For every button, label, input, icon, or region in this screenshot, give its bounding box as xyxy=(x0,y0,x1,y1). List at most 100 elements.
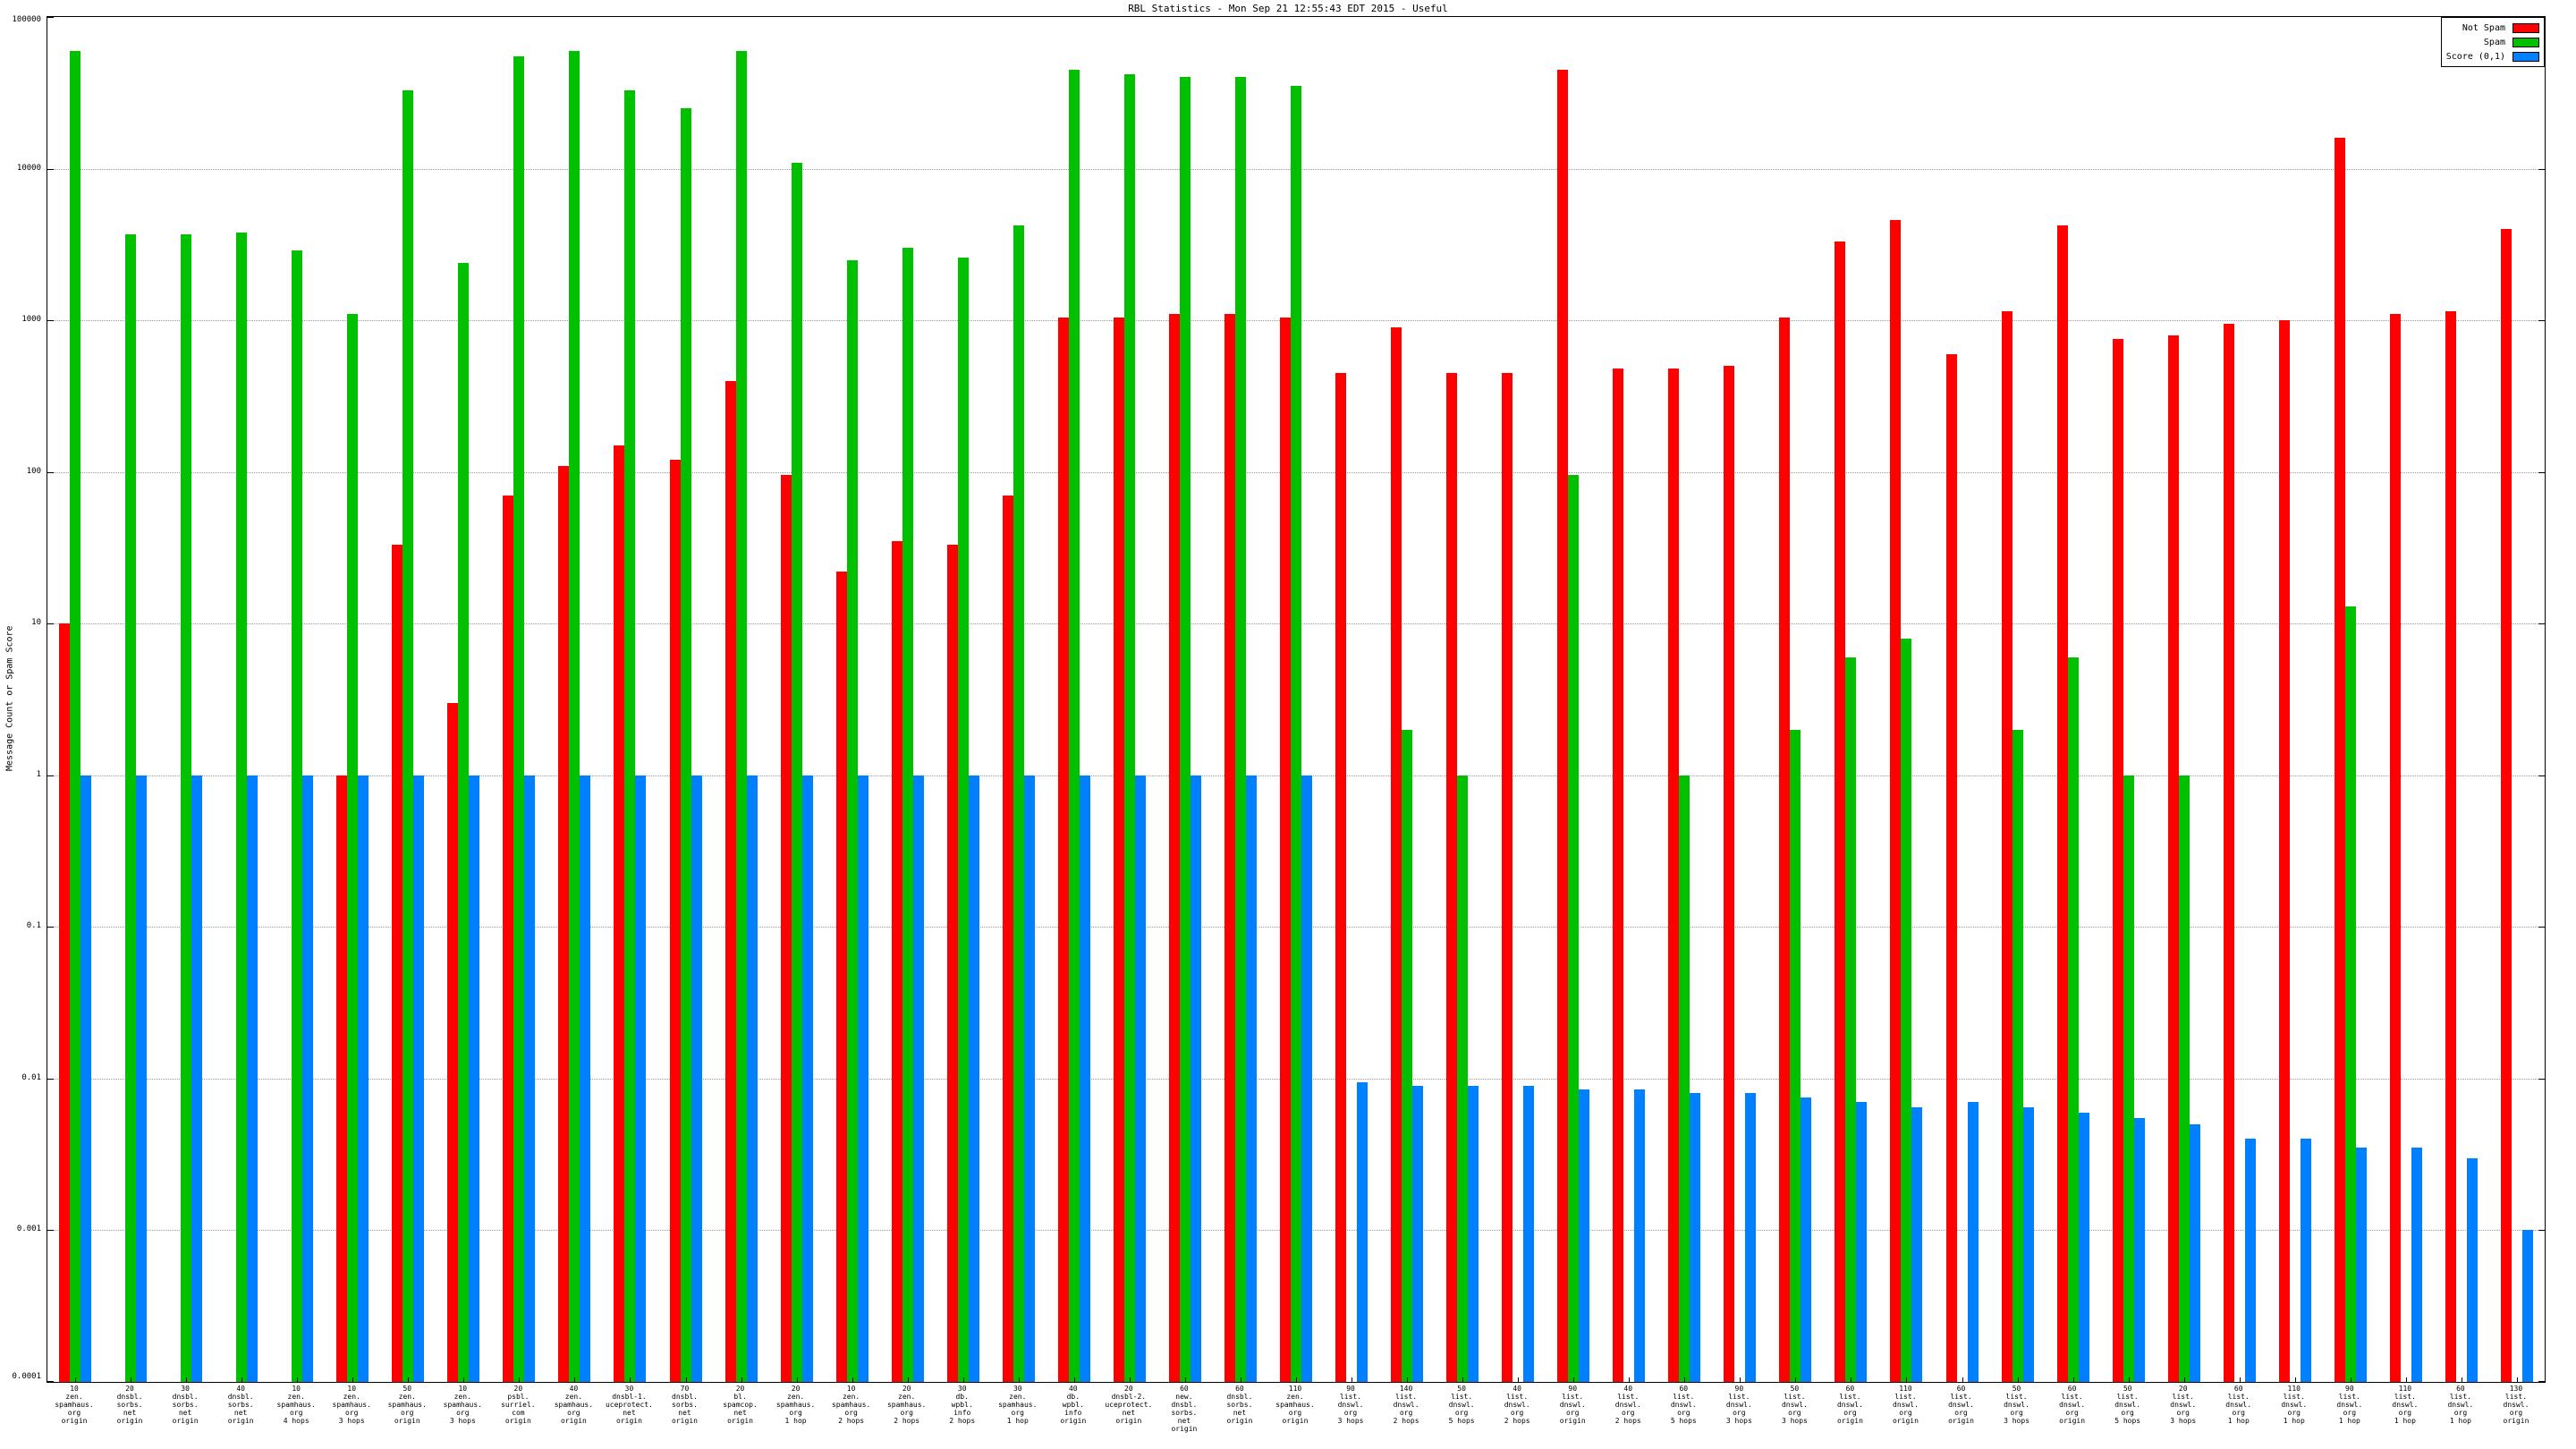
bar-not-spam xyxy=(946,545,958,1382)
bar-not-spam xyxy=(1057,317,1069,1382)
bar-not-spam xyxy=(2500,229,2512,1382)
bar-score xyxy=(1245,775,1257,1382)
x-axis-tickmark xyxy=(630,1377,631,1382)
bar-spam xyxy=(2067,657,2079,1382)
bar-score xyxy=(2466,1157,2478,1382)
bar-score xyxy=(1634,1089,1646,1382)
y-axis-tickmark xyxy=(2538,1230,2545,1232)
chart-title: RBL Statistics - Mon Sep 21 12:55:43 EDT… xyxy=(1128,3,1448,14)
x-tick-label: 30 dnsbl. sorbs. net origin xyxy=(172,1385,199,1425)
bar-score xyxy=(2521,1230,2533,1382)
bar-not-spam xyxy=(614,445,625,1382)
y-tick-label: 100 xyxy=(26,466,41,476)
bar-score xyxy=(1745,1093,1757,1382)
not-spam-swatch-icon xyxy=(2512,22,2539,33)
bar-score xyxy=(1856,1102,1868,1382)
bar-score xyxy=(1134,775,1146,1382)
y-axis-tickmark xyxy=(2538,17,2545,18)
bar-spam xyxy=(569,50,580,1382)
bar-not-spam xyxy=(2278,320,2290,1382)
x-tick-label: 60 list. dnswl. org 1 hop xyxy=(2225,1385,2252,1425)
bar-spam xyxy=(1679,775,1690,1382)
bar-not-spam xyxy=(1224,314,1235,1382)
x-tick-label: 110 list. dnswl. org 1 hop xyxy=(2392,1385,2419,1425)
x-tick-label: 20 zen. spamhaus. org 2 hops xyxy=(886,1385,927,1425)
bar-score xyxy=(1412,1085,1424,1382)
bar-not-spam xyxy=(891,540,902,1382)
bar-not-spam xyxy=(1613,369,1624,1382)
bar-not-spam xyxy=(447,702,459,1382)
y-tick-label: 1000 xyxy=(21,315,41,325)
spam-swatch-icon xyxy=(2512,37,2539,47)
bar-score xyxy=(1468,1085,1479,1382)
y-axis-tickmark xyxy=(47,471,54,473)
bar-spam xyxy=(1179,77,1191,1382)
bar-spam xyxy=(347,314,359,1382)
x-tick-label: 60 list. dnswl. org origin xyxy=(1836,1385,1863,1425)
y-axis-tickmark xyxy=(47,775,54,776)
x-axis-tickmark xyxy=(852,1377,853,1382)
bar-score xyxy=(691,775,702,1382)
legend-entry-score: Score (0,1) xyxy=(2446,49,2539,64)
x-axis-tickmark xyxy=(75,1377,77,1382)
x-axis-tickmark xyxy=(962,1377,964,1382)
bar-spam xyxy=(125,233,137,1382)
legend-label: Spam xyxy=(2483,37,2505,47)
y-tick-label: 0.001 xyxy=(16,1224,41,1234)
x-axis-tickmark xyxy=(519,1377,521,1382)
x-tick-label: 50 list. dnswl. org 3 hops xyxy=(2004,1385,2030,1425)
bar-score xyxy=(857,775,869,1382)
y-axis-tickmark xyxy=(2538,168,2545,170)
x-axis-tickmark xyxy=(1629,1377,1631,1382)
x-axis-tickmark xyxy=(796,1377,798,1382)
x-axis-tickmark xyxy=(2405,1377,2407,1382)
bar-spam xyxy=(680,108,691,1382)
y-tick-label: 10000 xyxy=(16,163,41,173)
bar-not-spam xyxy=(336,775,348,1382)
x-tick-label: 110 list. dnswl. org 1 hop xyxy=(2281,1385,2308,1425)
y-axis-tickmark xyxy=(2538,1078,2545,1080)
bar-score xyxy=(801,775,813,1382)
x-axis-tick-labels: 10 zen. spamhaus. org origin 20 dnsbl. so… xyxy=(47,1385,2544,1442)
x-tick-label: 60 dnsbl. sorbs. net origin xyxy=(1226,1385,1253,1425)
x-axis-tickmark xyxy=(907,1377,909,1382)
bar-not-spam xyxy=(1668,369,1680,1382)
x-tick-label: 50 list. dnswl. org 5 hops xyxy=(2114,1385,2141,1425)
y-axis-tickmark xyxy=(2538,775,2545,776)
x-tick-label: 50 list. dnswl. org 3 hops xyxy=(1781,1385,1808,1425)
bar-not-spam xyxy=(2112,339,2123,1382)
bar-not-spam xyxy=(1391,326,1402,1382)
bar-not-spam xyxy=(1502,372,1513,1382)
bar-score xyxy=(469,775,480,1382)
bar-score xyxy=(1023,775,1035,1382)
x-axis-tickmark xyxy=(2072,1377,2074,1382)
bar-spam xyxy=(1402,729,1413,1382)
x-tick-label: 30 dnsbl-1. uceprotect. net origin xyxy=(605,1385,653,1425)
legend-entry-not-spam: Not Spam xyxy=(2446,21,2539,35)
bar-not-spam xyxy=(669,460,681,1382)
bar-score xyxy=(1079,775,1090,1382)
x-tick-label: 60 list. dnswl. org origin xyxy=(2059,1385,2086,1425)
x-tick-label: 50 zen. spamhaus. org origin xyxy=(387,1385,427,1425)
bar-score xyxy=(1579,1089,1590,1382)
x-tick-label: 60 new. dnsbl. sorbs. net origin xyxy=(1171,1385,1198,1433)
bar-not-spam xyxy=(503,495,514,1382)
bar-spam xyxy=(513,56,525,1382)
bar-not-spam xyxy=(1945,353,1957,1382)
x-axis-tickmark xyxy=(1740,1377,1741,1382)
bar-score xyxy=(1911,1106,1923,1382)
bar-score xyxy=(1301,775,1312,1382)
bar-not-spam xyxy=(392,545,403,1382)
bar-score xyxy=(524,775,536,1382)
x-axis-tickmark xyxy=(463,1377,465,1382)
y-tick-label: 100000 xyxy=(12,15,41,24)
bar-not-spam xyxy=(558,465,570,1382)
bar-score xyxy=(635,775,647,1382)
bar-score xyxy=(136,775,148,1382)
bar-not-spam xyxy=(59,623,71,1382)
bar-spam xyxy=(624,89,636,1382)
bar-score xyxy=(912,775,924,1382)
bar-not-spam xyxy=(2056,225,2068,1382)
bar-spam xyxy=(1234,77,1246,1382)
x-tick-label: 50 list. dnswl. org 5 hops xyxy=(1448,1385,1475,1425)
